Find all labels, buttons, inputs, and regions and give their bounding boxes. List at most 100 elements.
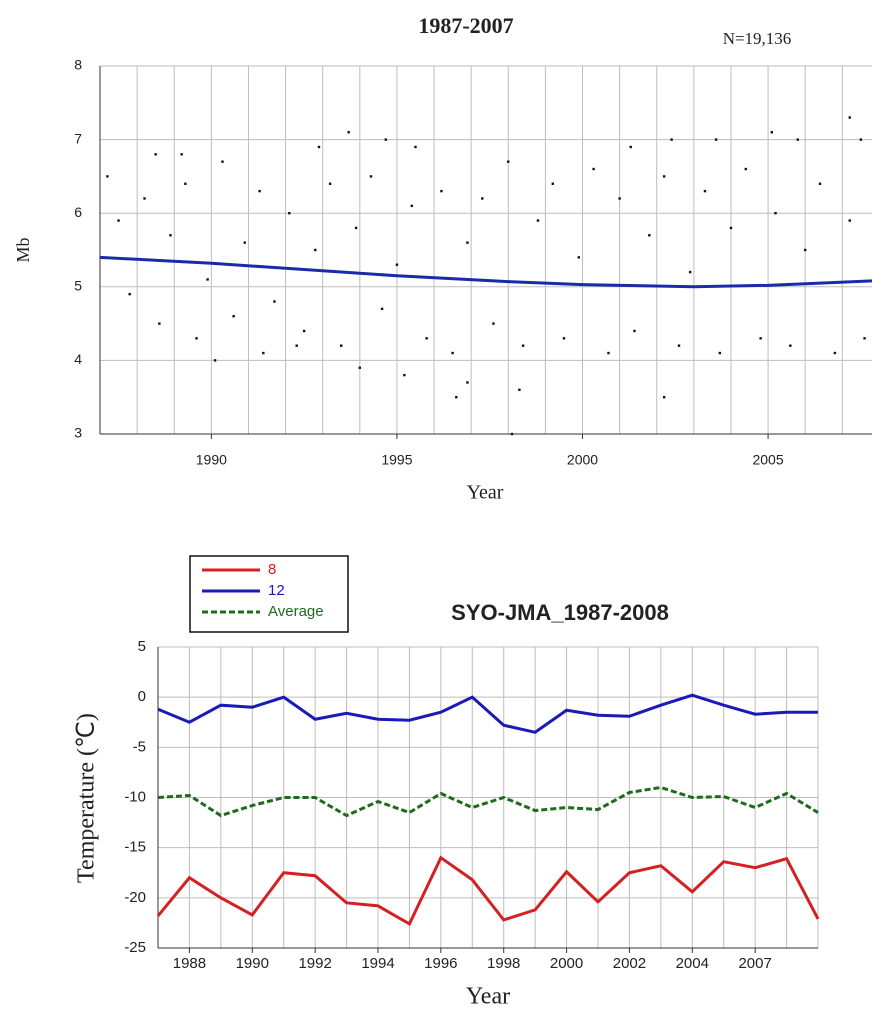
point <box>180 153 183 156</box>
point <box>562 337 566 340</box>
point <box>451 351 454 355</box>
x-tick-label: 1994 <box>361 955 394 972</box>
point <box>818 182 822 185</box>
y-tick-label: 3 <box>74 425 82 441</box>
annotation: N=19,136 <box>723 29 792 48</box>
y-tick-label: 6 <box>74 204 82 220</box>
point <box>380 307 384 311</box>
point <box>354 226 358 230</box>
point <box>521 344 525 347</box>
point <box>592 167 595 171</box>
point <box>629 145 632 149</box>
point <box>618 197 621 200</box>
y-axis-label: Mb <box>13 237 33 262</box>
line <box>157 785 819 818</box>
x-tick-label: 1998 <box>487 955 520 972</box>
legend-label: 12 <box>268 582 285 599</box>
y-tick-label: 5 <box>74 278 82 294</box>
point <box>243 241 246 244</box>
point <box>677 344 681 347</box>
point <box>143 197 146 200</box>
point <box>221 160 224 163</box>
x-axis-label: Year <box>466 984 510 1010</box>
point <box>288 212 291 215</box>
point <box>714 138 718 141</box>
point <box>688 270 692 274</box>
point <box>607 351 610 355</box>
y-tick-label: -20 <box>124 889 146 906</box>
y-tick-label: -15 <box>124 839 146 856</box>
point <box>258 189 261 193</box>
point <box>648 234 651 237</box>
point <box>662 396 666 399</box>
trend-line <box>99 255 873 289</box>
point <box>295 344 298 347</box>
line <box>156 855 820 927</box>
point <box>703 189 707 193</box>
point <box>369 175 373 178</box>
point <box>466 381 469 384</box>
point <box>395 263 399 266</box>
point <box>262 351 265 355</box>
y-axis-label: Temperature (℃) <box>74 713 100 883</box>
y-tick-label: -5 <box>133 738 146 755</box>
point <box>662 175 666 178</box>
point <box>551 182 555 185</box>
point <box>117 219 120 222</box>
x-tick-label: 2000 <box>550 955 583 972</box>
x-tick-label: 1996 <box>424 955 457 972</box>
y-tick-label: 8 <box>74 57 82 73</box>
point <box>169 234 172 237</box>
point <box>158 322 161 325</box>
point <box>328 182 332 185</box>
x-tick-label: 1990 <box>196 452 227 468</box>
point <box>347 131 350 134</box>
point <box>848 219 851 222</box>
point <box>729 226 733 230</box>
y-tick-label: 0 <box>138 688 146 705</box>
point <box>128 292 131 296</box>
chart-title: SYO-JMA_1987-2008 <box>451 600 669 625</box>
point <box>403 373 406 377</box>
point <box>358 366 362 369</box>
x-tick-label: 2002 <box>613 955 646 972</box>
point <box>206 278 209 281</box>
point <box>577 256 580 259</box>
chart-title: 1987-2007 <box>418 13 513 38</box>
y-tick-label: -10 <box>124 788 146 805</box>
point <box>796 138 799 141</box>
point <box>410 204 413 208</box>
point <box>518 388 521 392</box>
point <box>466 241 469 244</box>
line <box>157 693 818 734</box>
point <box>481 197 484 200</box>
x-tick-label: 2004 <box>676 955 709 972</box>
point <box>273 300 276 303</box>
y-tick-label: -25 <box>124 939 146 956</box>
point <box>859 138 863 141</box>
point <box>154 153 157 156</box>
y-tick-label: 4 <box>74 351 82 367</box>
point <box>425 337 428 340</box>
point <box>848 116 851 119</box>
point <box>106 175 109 178</box>
legend-label: 8 <box>268 561 276 578</box>
x-tick-label: 2007 <box>738 955 771 972</box>
point <box>718 351 722 355</box>
point <box>759 337 762 340</box>
y-tick-label: 5 <box>138 638 146 655</box>
point <box>232 315 235 318</box>
point <box>492 322 495 325</box>
point <box>195 337 198 340</box>
point <box>213 359 217 362</box>
x-tick-label: 1988 <box>173 955 206 972</box>
y-tick-label: 7 <box>74 130 82 146</box>
point <box>384 138 387 141</box>
point <box>455 396 458 399</box>
point <box>184 182 187 185</box>
point <box>744 167 748 171</box>
x-tick-label: 2005 <box>752 452 783 468</box>
point <box>770 131 773 134</box>
point <box>633 329 636 333</box>
